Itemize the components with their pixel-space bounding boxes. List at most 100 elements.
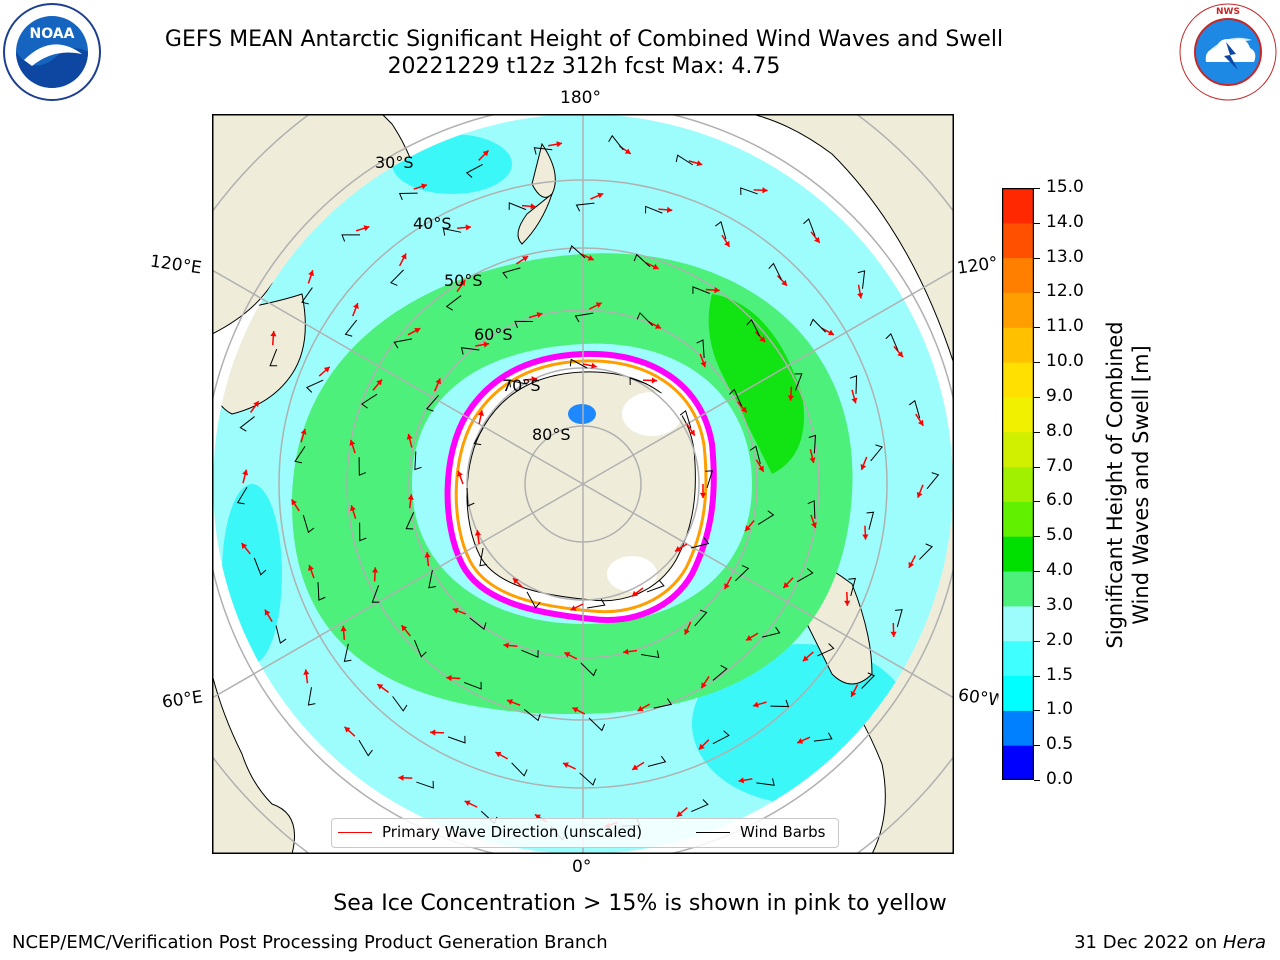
wind-barb xyxy=(269,348,278,367)
colorbar-tick-mark xyxy=(1034,188,1040,189)
noaa-logo-text: NOAA xyxy=(30,26,75,42)
wave-arrowhead xyxy=(430,729,436,736)
wind-barb xyxy=(569,358,588,369)
wave-arrowhead xyxy=(323,366,330,373)
colorbar-tick-mark xyxy=(1034,710,1040,712)
credit-date: 31 Dec 2022 on Hera xyxy=(1074,932,1266,953)
colorbar-cell xyxy=(1002,292,1034,328)
colorbar-tick-label: 0.5 xyxy=(1046,734,1074,755)
wave-arrowhead xyxy=(676,810,683,817)
wind-barb xyxy=(919,543,933,560)
wave-arrowhead xyxy=(587,254,594,261)
colorbar-cell xyxy=(1002,640,1034,677)
colorbar-tick-mark xyxy=(1034,675,1040,677)
wave-arrowhead xyxy=(844,600,851,606)
colorbar-tick-mark xyxy=(1034,327,1040,329)
wind-barb xyxy=(579,772,596,786)
wave-arrowhead xyxy=(714,287,720,294)
wind-barb xyxy=(705,470,714,489)
colorbar-cell xyxy=(1002,571,1034,607)
wave-arrowhead xyxy=(531,376,537,383)
colorbar-tick-label: 14.0 xyxy=(1046,211,1084,232)
wave-arrowhead xyxy=(474,530,482,536)
wave-arrowhead xyxy=(371,567,379,573)
legend-black-line xyxy=(696,831,730,833)
wind-barb xyxy=(508,379,528,388)
wave-arrowhead xyxy=(696,160,703,167)
wave-arrowhead xyxy=(349,505,356,512)
wave-arrowhead xyxy=(483,341,490,348)
wave-arrowhead xyxy=(464,800,471,807)
wave-arrowhead xyxy=(407,494,414,500)
wind-barb xyxy=(740,187,758,195)
wave-arrowhead xyxy=(850,690,857,697)
wave-arrowhead xyxy=(787,395,794,401)
colorbar-title-line2: Wind Waves and Swell [m] xyxy=(1129,345,1153,625)
wave-arrowhead xyxy=(340,625,347,632)
wave-arrowhead xyxy=(897,351,903,358)
wind-barb xyxy=(761,626,781,638)
legend-barb-label: Wind Barbs xyxy=(740,823,826,841)
colorbar-tick-label: 2.0 xyxy=(1046,629,1074,650)
wind-barb xyxy=(398,192,418,201)
wind-barb xyxy=(895,609,903,628)
colorbar-tick-label: 1.5 xyxy=(1046,664,1074,685)
wave-arrowhead xyxy=(862,534,869,540)
lon-label-60e: 60°E xyxy=(160,687,205,713)
wave-arrowhead xyxy=(308,270,315,277)
wave-arrowhead xyxy=(724,240,730,247)
wind-barb xyxy=(640,650,660,659)
wave-arrowhead xyxy=(809,457,816,463)
wave-arrowhead xyxy=(253,401,259,408)
wind-barb xyxy=(809,318,827,333)
credit-branch: NCEP/EMC/Verification Post Processing Pr… xyxy=(12,932,608,953)
wind-barb xyxy=(574,312,594,323)
wave-arrowhead xyxy=(564,652,571,658)
wind-barb xyxy=(796,568,814,583)
wind-barb xyxy=(301,287,313,305)
wind-barb xyxy=(275,625,287,644)
wind-barb xyxy=(694,609,708,627)
wind-barb xyxy=(526,591,541,609)
wind-barb xyxy=(647,755,667,767)
lon-label-0: 0° xyxy=(572,857,592,877)
wave-arrowhead xyxy=(916,491,923,498)
noaa-logo: NOAA xyxy=(3,3,101,101)
wave-arrowhead xyxy=(400,253,407,260)
wind-barb xyxy=(533,147,553,155)
colorbar-tick-label: 11.0 xyxy=(1046,316,1084,337)
wind-barb xyxy=(428,569,436,589)
wave-arrowhead xyxy=(624,148,631,154)
nws-logo: NWS xyxy=(1179,3,1277,101)
wave-arrowhead xyxy=(536,312,543,318)
wave-arrowhead xyxy=(746,635,753,641)
wave-arrowhead xyxy=(264,609,271,616)
wind-barb xyxy=(692,286,710,294)
colorbar-title-line1: Significant Height of Combined xyxy=(1103,321,1127,649)
antarctic-wave-map: 30°S 40°S 50°S 60°S 70°S 80°S xyxy=(212,114,954,854)
colorbar-tick-label: 4.0 xyxy=(1046,560,1074,581)
wave-arrowhead xyxy=(814,236,820,243)
wave-arrowhead xyxy=(530,203,536,210)
wave-arrowhead xyxy=(860,464,867,470)
colorbar-tick-mark xyxy=(1034,222,1040,224)
wind-barb xyxy=(358,457,367,476)
wave-arrowhead xyxy=(349,439,356,446)
wind-barb xyxy=(807,500,816,519)
wind-barb xyxy=(405,512,415,530)
wind-barb xyxy=(757,510,775,525)
wind-barb xyxy=(636,312,654,327)
credit-date-text: 31 Dec 2022 on xyxy=(1074,932,1223,953)
wind-barb xyxy=(460,347,480,355)
colorbar-tick-label: 6.0 xyxy=(1046,490,1074,511)
wind-barb xyxy=(466,487,475,507)
wind-barb xyxy=(712,665,728,681)
colorbar-tick-mark xyxy=(1034,780,1040,781)
wave-arrowhead xyxy=(303,669,310,675)
wave-arrowhead xyxy=(241,542,248,549)
lon-label-180: 180° xyxy=(560,88,601,108)
wave-arrowhead xyxy=(917,419,924,426)
wind-barb xyxy=(514,320,534,329)
colorbar-tick-mark xyxy=(1034,431,1040,433)
wind-barb xyxy=(870,444,883,462)
